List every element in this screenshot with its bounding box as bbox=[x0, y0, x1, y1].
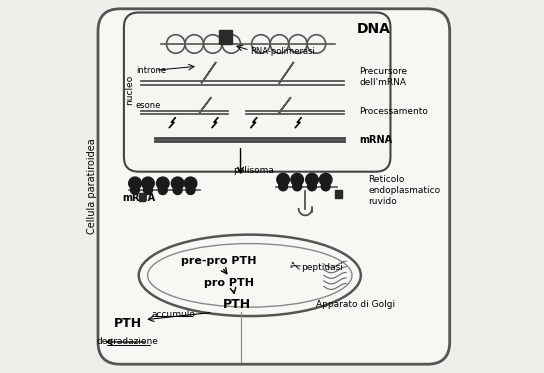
Text: Reticolo
endoplasmatico
ruvido: Reticolo endoplasmatico ruvido bbox=[368, 175, 441, 206]
Circle shape bbox=[277, 173, 289, 186]
Text: pre-pro PTH: pre-pro PTH bbox=[181, 256, 256, 266]
Text: Apparato di Golgi: Apparato di Golgi bbox=[317, 301, 395, 310]
Circle shape bbox=[293, 182, 301, 191]
Text: RNA-polimerasi: RNA-polimerasi bbox=[250, 47, 314, 56]
Circle shape bbox=[306, 173, 318, 186]
Circle shape bbox=[186, 186, 195, 194]
FancyBboxPatch shape bbox=[124, 13, 391, 172]
Bar bbox=[335, 190, 342, 198]
Circle shape bbox=[131, 186, 139, 194]
Circle shape bbox=[144, 186, 152, 194]
Text: PTH: PTH bbox=[222, 298, 251, 311]
Text: Precursore
dell'mRNA: Precursore dell'mRNA bbox=[359, 67, 407, 87]
Bar bbox=[219, 29, 232, 44]
Circle shape bbox=[129, 177, 141, 189]
Circle shape bbox=[157, 177, 169, 189]
Text: nucleo: nucleo bbox=[125, 75, 134, 105]
Text: polisoma: polisoma bbox=[233, 166, 274, 175]
Text: pro PTH: pro PTH bbox=[205, 279, 255, 288]
Circle shape bbox=[279, 182, 288, 191]
FancyBboxPatch shape bbox=[98, 9, 450, 364]
Text: esone: esone bbox=[136, 101, 161, 110]
Text: accumulo: accumulo bbox=[152, 310, 196, 319]
Circle shape bbox=[173, 186, 182, 194]
Circle shape bbox=[184, 177, 197, 189]
Text: peptidasi: peptidasi bbox=[301, 263, 343, 272]
Text: introne: introne bbox=[136, 66, 166, 75]
Circle shape bbox=[141, 177, 154, 189]
Text: DNA: DNA bbox=[357, 22, 391, 36]
Text: PTH: PTH bbox=[114, 317, 141, 330]
Circle shape bbox=[171, 177, 184, 189]
Circle shape bbox=[291, 173, 304, 186]
Text: mRNA: mRNA bbox=[359, 135, 392, 145]
Text: Cellula paratiroidea: Cellula paratiroidea bbox=[88, 139, 97, 234]
Circle shape bbox=[158, 186, 167, 194]
Text: ✂: ✂ bbox=[286, 258, 302, 276]
Bar bbox=[139, 193, 145, 201]
Text: Processamento: Processamento bbox=[359, 107, 428, 116]
Text: degradazione: degradazione bbox=[97, 338, 158, 347]
Text: mRNA: mRNA bbox=[122, 192, 155, 203]
Circle shape bbox=[319, 173, 332, 186]
Circle shape bbox=[307, 182, 317, 191]
Circle shape bbox=[322, 182, 330, 191]
